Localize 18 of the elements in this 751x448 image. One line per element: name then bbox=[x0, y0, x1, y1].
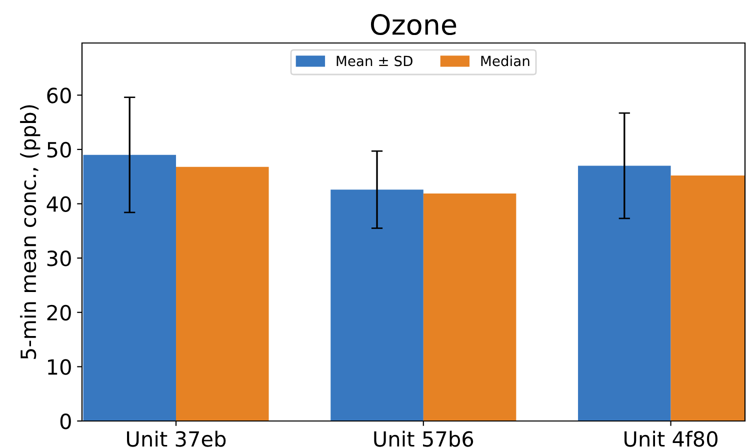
y-tick-label: 30 bbox=[47, 250, 71, 266]
x-tick-label: Unit 37eb bbox=[127, 430, 226, 447]
y-tick-label: 0 bbox=[60, 413, 71, 430]
y-tick-label: 50 bbox=[47, 142, 71, 158]
bar bbox=[423, 193, 516, 421]
y-tick-label: 60 bbox=[47, 88, 71, 104]
legend-label: Median bbox=[481, 56, 530, 66]
y-tick-label: 20 bbox=[47, 304, 71, 321]
bar bbox=[330, 190, 424, 421]
x-tick-label: Unit 4f80 bbox=[624, 430, 718, 447]
bar bbox=[176, 166, 269, 421]
x-tick-label: Unit 57b6 bbox=[374, 430, 474, 447]
chart-title: Ozone bbox=[370, 14, 456, 36]
legend-label: Mean ± SD bbox=[336, 56, 412, 66]
y-axis-title: 5-min mean conc., (ppb) bbox=[20, 105, 40, 359]
bar bbox=[83, 154, 176, 421]
y-tick-label: 40 bbox=[46, 196, 71, 212]
y-tick-label: 10 bbox=[48, 359, 71, 375]
